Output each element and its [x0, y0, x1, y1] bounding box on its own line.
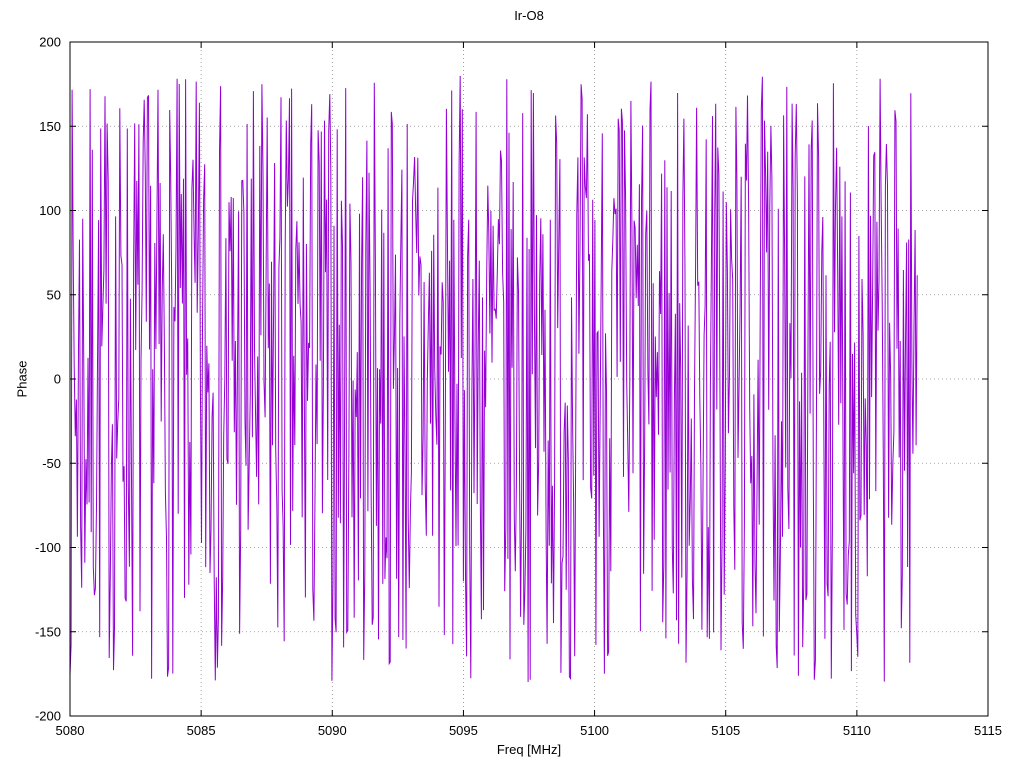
svg-text:-150: -150	[35, 624, 61, 639]
svg-text:0: 0	[54, 372, 61, 387]
svg-text:-100: -100	[35, 540, 61, 555]
svg-text:5105: 5105	[711, 723, 740, 738]
data-series-line	[69, 75, 918, 683]
svg-text:5115: 5115	[974, 723, 1002, 738]
svg-text:5080: 5080	[56, 723, 85, 738]
svg-text:5090: 5090	[318, 723, 347, 738]
svg-text:50: 50	[47, 287, 61, 302]
tick-marks	[69, 41, 989, 717]
svg-text:200: 200	[39, 35, 61, 50]
x-tick-labels: 5080 5085 5090 5095 5100 5105 5110 5115	[56, 723, 1002, 738]
svg-text:5085: 5085	[187, 723, 216, 738]
svg-text:5095: 5095	[449, 723, 478, 738]
chart-title: Ir-O8	[514, 8, 544, 23]
svg-text:5100: 5100	[580, 723, 609, 738]
svg-text:100: 100	[39, 203, 61, 218]
svg-text:150: 150	[39, 119, 61, 134]
svg-text:-200: -200	[35, 709, 61, 724]
y-axis-label: Phase	[14, 360, 30, 398]
svg-text:5110: 5110	[843, 723, 871, 738]
y-tick-labels: -200 -150 -100 -50 0 50 100 150 200	[35, 35, 61, 724]
svg-text:-50: -50	[42, 456, 61, 471]
x-axis-label: Freq [MHz]	[496, 742, 562, 757]
